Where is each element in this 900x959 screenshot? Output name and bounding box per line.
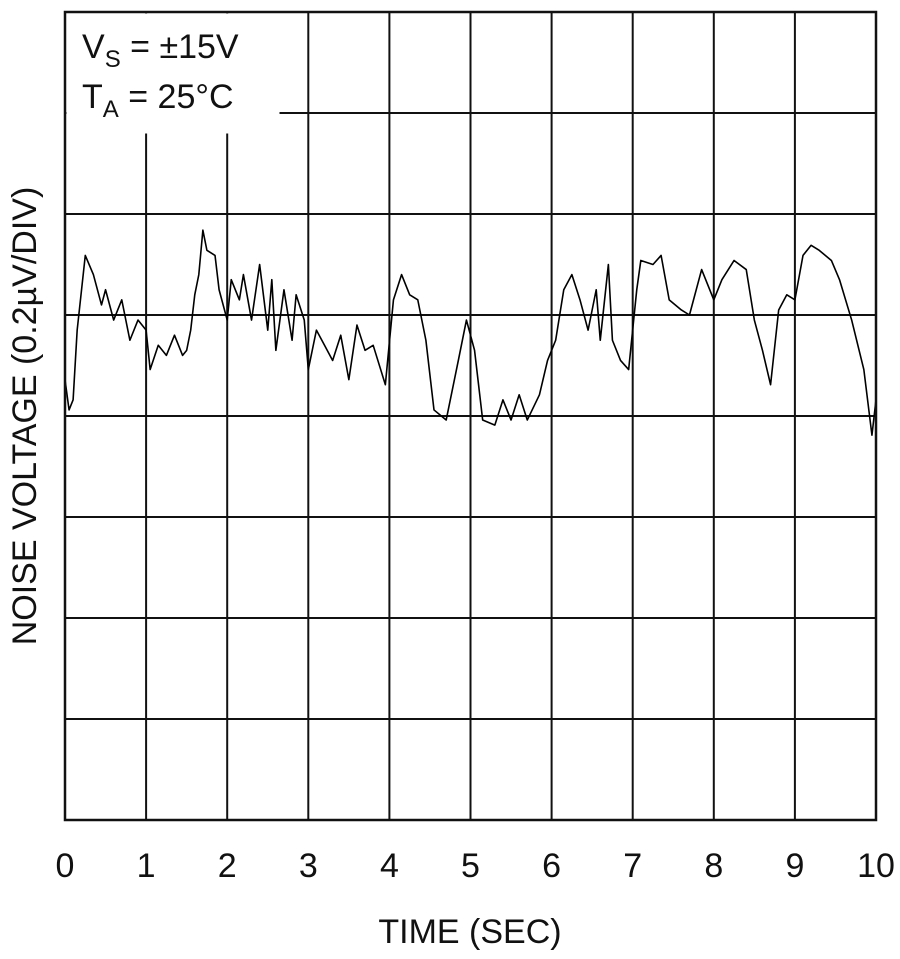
x-tick-label: 5 [461,847,480,885]
x-tick-label: 8 [704,847,723,885]
noise-trace [64,229,877,436]
annotation: VS = ±15V [82,28,239,73]
x-tick-label: 3 [299,847,318,885]
annotation: TA = 25°C [82,78,234,123]
x-tick-label: 10 [857,847,895,885]
annotation-background [66,13,280,134]
x-tick-label: 7 [623,847,642,885]
annotation-rest: = ±15V [121,28,239,66]
x-tick-label: 9 [785,847,804,885]
x-tick-label: 1 [137,847,156,885]
annotation-text: V [82,28,105,66]
y-axis-label: NOISE VOLTAGE (0.2µV/DIV) [6,187,44,646]
x-tick-label: 2 [218,847,237,885]
annotation-subscript: S [105,46,121,73]
x-tick-label: 0 [56,847,75,885]
plot-frame [63,10,878,822]
annotation-text: T [82,78,103,116]
x-tick-label: 4 [380,847,399,885]
annotation-subscript: A [103,96,119,123]
annotation-rest: = 25°C [119,78,234,116]
x-axis-label: TIME (SEC) [378,913,561,951]
x-tick-label: 6 [542,847,561,885]
